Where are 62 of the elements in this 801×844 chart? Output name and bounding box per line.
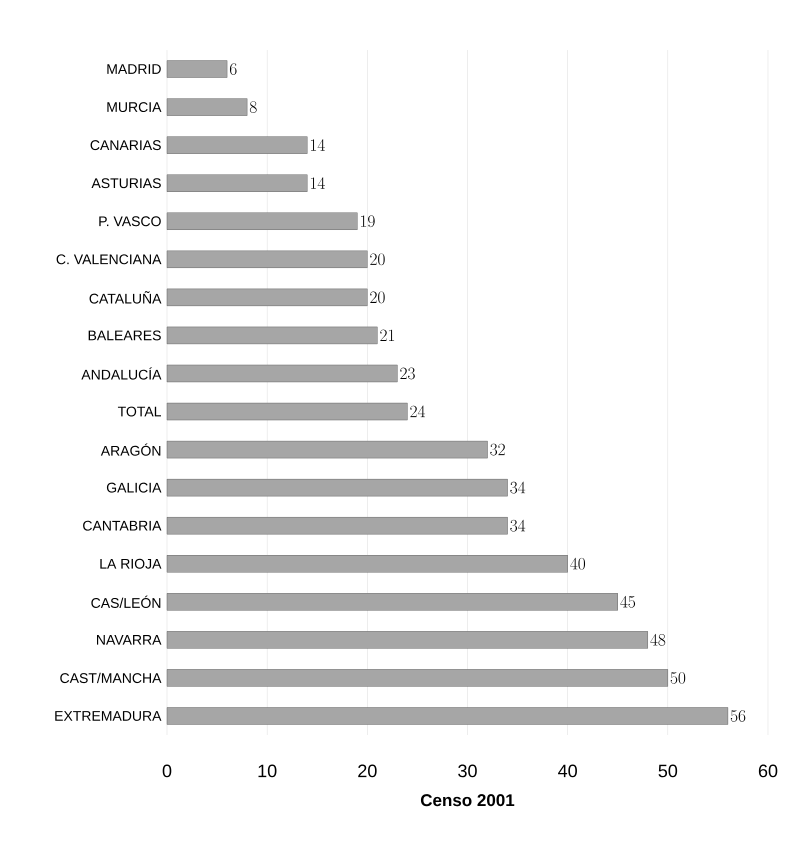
bar bbox=[166, 440, 488, 458]
y-tick-label: NAVARRA bbox=[97, 635, 162, 645]
y-tick-label: MURCIA bbox=[107, 102, 162, 112]
y-tick-label: CANARIAS bbox=[90, 140, 161, 150]
data-label: 48 bbox=[650, 634, 666, 646]
y-tick-label: GALICIA bbox=[106, 482, 162, 493]
x-tick-label: 10 bbox=[258, 764, 276, 778]
y-tick-label: MADRID bbox=[107, 64, 161, 74]
y-tick-label: BALEARES bbox=[88, 330, 161, 340]
y-tick-label: LA RIOJA bbox=[100, 558, 162, 569]
x-tick-label: 60 bbox=[758, 764, 778, 778]
bar bbox=[166, 631, 648, 649]
y-tick-label: C. VALENCIANA bbox=[56, 254, 162, 264]
x-axis-title: Censo 2001 bbox=[420, 794, 514, 806]
data-label: 56 bbox=[730, 710, 746, 722]
y-tick-label: P. VASCO bbox=[99, 216, 161, 226]
data-label: 8 bbox=[250, 101, 257, 113]
bar bbox=[166, 212, 358, 230]
data-label: 21 bbox=[380, 330, 394, 341]
x-tick-label: 20 bbox=[358, 764, 377, 778]
data-label: 34 bbox=[510, 482, 526, 494]
y-tick-label: CATALUÑA bbox=[90, 291, 162, 304]
x-tick-label: 40 bbox=[558, 764, 577, 778]
bar bbox=[166, 555, 568, 572]
data-label: 20 bbox=[370, 253, 385, 266]
bar bbox=[166, 98, 248, 116]
bar bbox=[166, 174, 308, 192]
y-tick-label: EXTREMADURA bbox=[55, 711, 162, 721]
bar bbox=[166, 136, 308, 154]
bar bbox=[166, 517, 508, 534]
bar bbox=[166, 60, 228, 78]
bar bbox=[166, 478, 508, 496]
data-label: 14 bbox=[310, 177, 325, 189]
data-label: 6 bbox=[230, 63, 237, 75]
x-tick-label: 30 bbox=[458, 764, 477, 778]
data-label: 14 bbox=[310, 139, 325, 151]
y-tick-label: ARAGÓN bbox=[100, 443, 160, 456]
data-label: 40 bbox=[570, 558, 586, 570]
bar bbox=[166, 364, 398, 382]
y-tick-label: CANTABRIA bbox=[83, 520, 162, 531]
data-label: 19 bbox=[361, 215, 375, 228]
data-label: 24 bbox=[410, 406, 426, 418]
x-tick-label: 50 bbox=[658, 764, 678, 778]
bar bbox=[166, 402, 408, 420]
x-tick-label: 0 bbox=[162, 764, 172, 778]
data-label: 32 bbox=[490, 444, 505, 456]
data-label: 23 bbox=[400, 368, 415, 380]
data-label: 45 bbox=[620, 596, 636, 608]
y-tick-label: ASTURIAS bbox=[91, 178, 161, 188]
bar bbox=[166, 288, 368, 306]
bar bbox=[166, 707, 728, 725]
y-tick-label: CAS/LEÓN bbox=[91, 596, 160, 608]
bar bbox=[166, 250, 368, 268]
y-tick-label: ANDALUCÍA bbox=[81, 367, 162, 380]
bar bbox=[166, 669, 668, 687]
data-label: 34 bbox=[510, 520, 526, 532]
y-tick-label: TOTAL bbox=[118, 406, 162, 416]
data-label: 50 bbox=[670, 672, 686, 684]
data-label: 20 bbox=[370, 292, 385, 304]
y-tick-label: CAST/MANCHA bbox=[60, 672, 162, 684]
bar bbox=[166, 593, 618, 611]
bar bbox=[166, 326, 378, 344]
